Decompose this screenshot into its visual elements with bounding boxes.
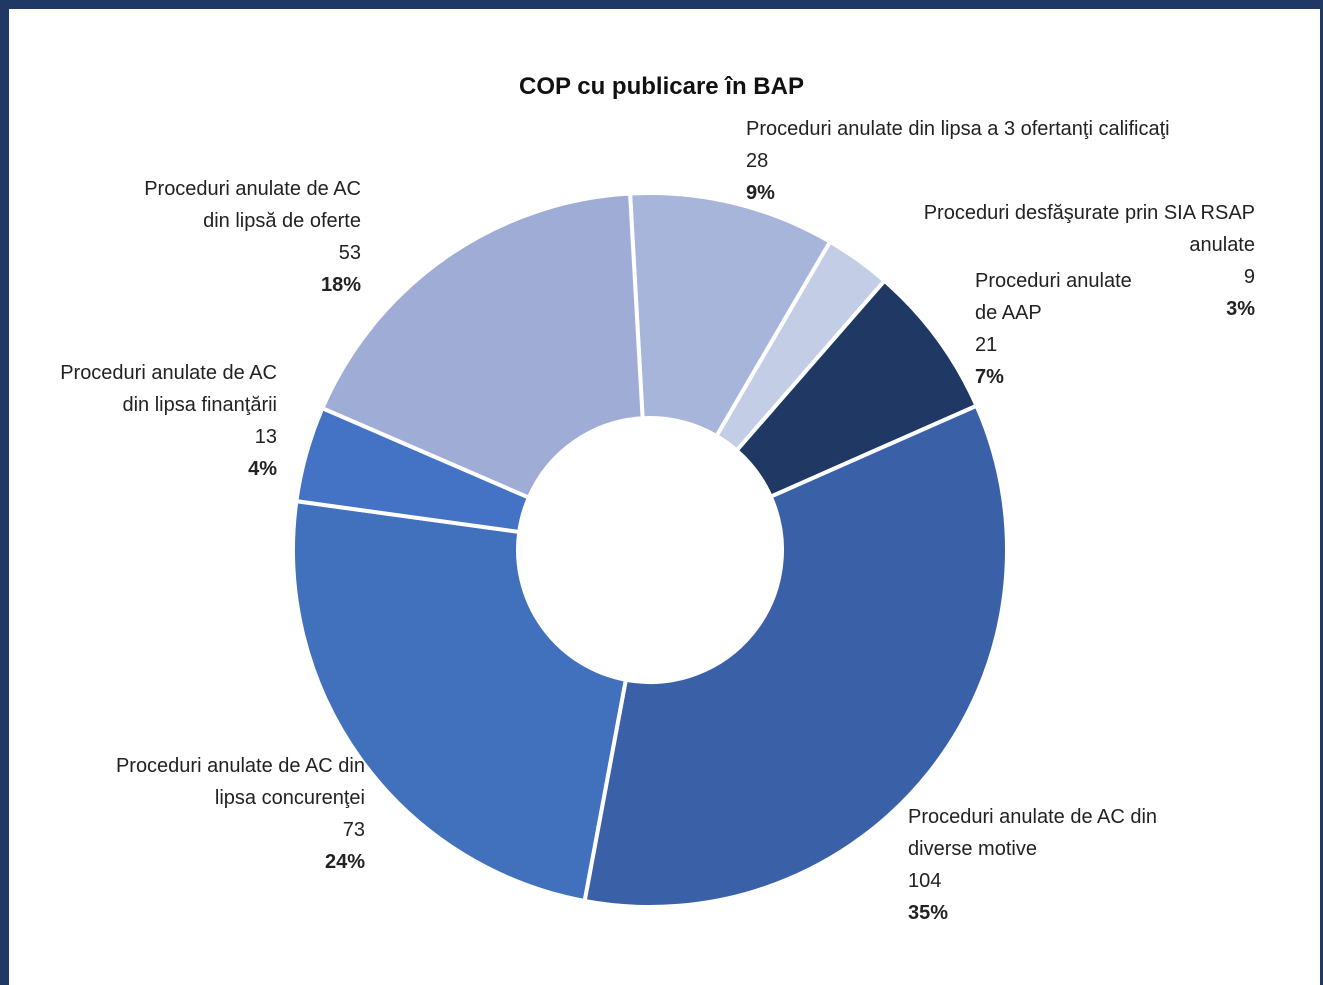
value-label: 28 <box>746 150 769 172</box>
category-label: Proceduri desfăşurate prin SIA RSAP anul… <box>923 202 1255 256</box>
value-label: 104 <box>908 870 942 892</box>
percent-label: 18% <box>320 274 361 296</box>
category-label: Proceduri anulate de AC din diverse moti… <box>908 806 1158 860</box>
category-label: Proceduri anulate de AC din lipsa finanţ… <box>60 362 277 416</box>
percent-label: 9% <box>746 182 775 204</box>
data-label: Proceduri desfăşurate prin SIA RSAP anul… <box>855 197 1255 325</box>
data-label: Proceduri anulate de AAP 21 7% <box>975 265 1155 393</box>
value-label: 53 <box>338 242 361 264</box>
donut-slice <box>319 191 645 501</box>
percent-label: 7% <box>975 366 1004 388</box>
percent-label: 4% <box>248 458 277 480</box>
data-label: Proceduri anulate de AC din lipsa finanţ… <box>37 357 277 485</box>
chart-title: COP cu publicare în BAP <box>519 73 804 100</box>
value-label: 13 <box>254 426 277 448</box>
value-label: 21 <box>975 334 998 356</box>
category-label: Proceduri anulate din lipsa a 3 ofertanţ… <box>746 118 1170 140</box>
value-label: 73 <box>342 819 365 841</box>
category-label: Proceduri anulate de AC din lipsa concur… <box>115 755 365 809</box>
data-label: Proceduri anulate din lipsa a 3 ofertanţ… <box>746 113 1286 209</box>
value-label: 9 <box>1243 266 1255 288</box>
donut-slice <box>291 498 629 904</box>
data-label: Proceduri anulate de AC din lipsa concur… <box>90 750 365 878</box>
data-label: Proceduri anulate de AC din lipsă de ofe… <box>121 173 361 301</box>
category-label: Proceduri anulate de AC din lipsă de ofe… <box>144 178 361 232</box>
category-label: Proceduri anulate de AAP <box>975 270 1132 324</box>
data-label: Proceduri anulate de AC din diverse moti… <box>908 801 1158 929</box>
percent-label: 24% <box>324 851 365 873</box>
percent-label: 3% <box>1226 298 1255 320</box>
donut-slice <box>627 191 833 439</box>
donut-slice <box>582 403 1009 909</box>
percent-label: 35% <box>908 902 949 924</box>
